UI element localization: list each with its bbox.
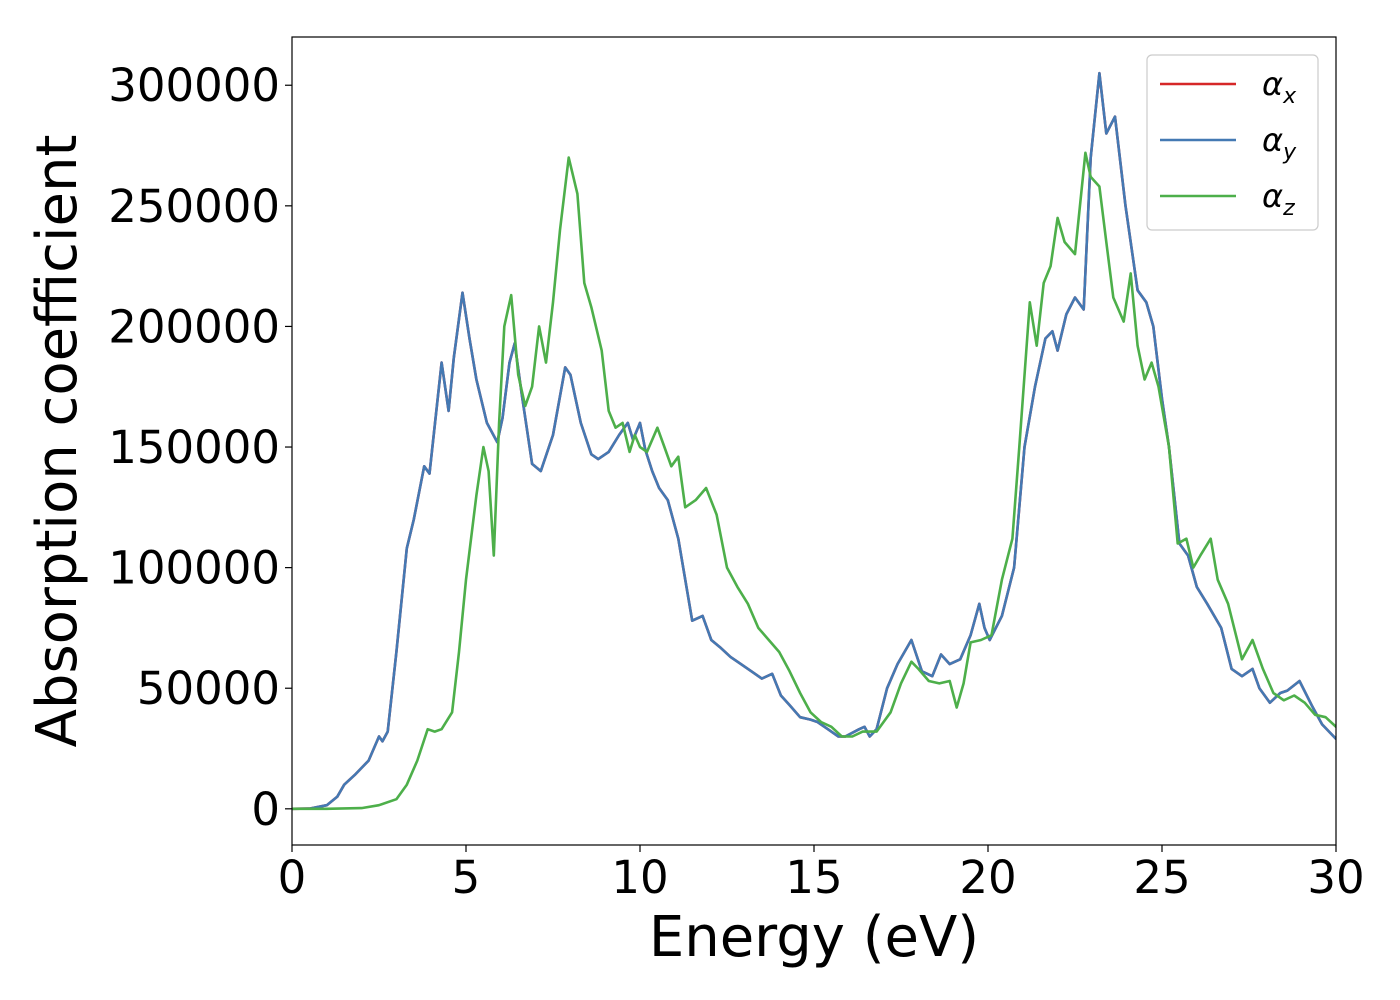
y-tick-label: 150000 — [108, 421, 280, 474]
legend-label-y: αy — [1262, 121, 1297, 165]
y-axis: 0 50000 100000 150000 200000 250000 300000 — [108, 59, 292, 836]
x-tick-label: 10 — [611, 851, 668, 904]
y-axis-label: Absorption coefficient — [25, 135, 90, 748]
x-tick-label: 0 — [278, 851, 307, 904]
y-tick-label: 200000 — [108, 300, 280, 353]
x-tick-label: 25 — [1133, 851, 1190, 904]
legend-box — [1146, 54, 1319, 231]
x-tick-label: 20 — [959, 851, 1016, 904]
legend-label-z: αz — [1262, 177, 1295, 221]
y-tick-label: 100000 — [108, 542, 280, 595]
x-tick-label: 5 — [452, 851, 481, 904]
y-tick-label: 50000 — [137, 662, 280, 715]
x-tick-label: 30 — [1307, 851, 1364, 904]
series-line-y — [292, 71, 1336, 811]
plot-area — [292, 71, 1336, 811]
y-tick-label: 0 — [251, 783, 280, 836]
x-axis: 0 5 10 15 20 25 30 — [278, 845, 1365, 904]
legend-label-x: αx — [1262, 65, 1297, 109]
x-axis-label: Energy (eV) — [649, 905, 979, 970]
legend: αx αy αz — [1146, 54, 1319, 231]
y-tick-label: 250000 — [108, 180, 280, 233]
x-tick-label: 15 — [785, 851, 842, 904]
y-tick-label: 300000 — [108, 59, 280, 112]
series-line-z — [292, 151, 1336, 811]
